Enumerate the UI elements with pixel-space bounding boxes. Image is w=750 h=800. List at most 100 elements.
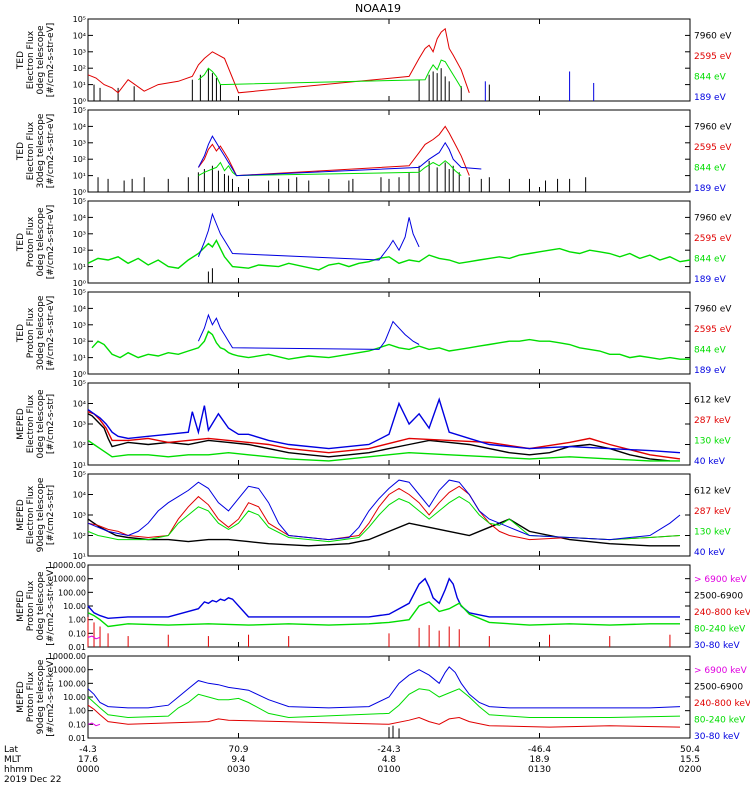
- y-tick-label: 0.10: [68, 629, 86, 638]
- figure-title: NOAA19: [355, 2, 401, 15]
- legend-entry: 2500-6900: [694, 683, 743, 693]
- y-tick-label: 10⁴: [73, 213, 86, 222]
- y-tick-label: 10²: [73, 155, 86, 164]
- legend-entry: 80-240 keV: [694, 715, 746, 725]
- series-line: [87, 397, 681, 454]
- legend-entry: 287 keV: [694, 416, 731, 426]
- y-axis-label: TEDElectron Flux0deg telescope[#/cm2-s-s…: [16, 23, 56, 98]
- legend-entry: > 6900 keV: [694, 666, 748, 676]
- plot-frame: [87, 18, 691, 102]
- y-axis-label: MEPEDElectron Flux90deg telescope[#/cm2-…: [16, 477, 56, 552]
- panel-8: 0.01 0.10 1.00 10.00 100.00 1000.00 10000.00ME…: [16, 652, 750, 743]
- y-tick-label: 10⁴: [73, 122, 86, 131]
- series-line: [87, 413, 670, 462]
- series-line: [87, 688, 681, 719]
- y-tick-label: 10²: [73, 246, 86, 255]
- footer-mlt-value: 15.5: [680, 755, 700, 765]
- y-tick-label: 10³: [73, 420, 86, 429]
- legend-entry: 30-80 keV: [694, 732, 740, 742]
- legend-entry: 7960 eV: [694, 31, 732, 41]
- footer-mlt-value: 18.9: [529, 755, 549, 765]
- y-tick-label: 10²: [73, 337, 86, 346]
- y-tick-label: 10⁰: [73, 97, 86, 106]
- series-line: [87, 496, 681, 543]
- legend-entry: 189 eV: [694, 93, 727, 103]
- footer-label-lat: Lat: [4, 745, 19, 755]
- legend-entry: 240-800 keV: [694, 699, 750, 709]
- series-line: [87, 601, 680, 628]
- legend-entry: 189 eV: [694, 184, 727, 194]
- footer-hhmm-value: 0130: [528, 765, 551, 775]
- legend-entry: 2595 eV: [694, 234, 732, 244]
- panel-4: 10⁰ 10¹ 10² 10³ 10⁴ 10⁵ TEDProton Flux30deg te…: [16, 288, 732, 379]
- series-line: [91, 330, 690, 360]
- footer-lat-value: -46.4: [528, 745, 552, 755]
- footer-mlt-value: 4.8: [382, 755, 397, 765]
- footer-mlt-value: 9.4: [231, 755, 246, 765]
- series-line: [87, 577, 680, 620]
- y-tick-label: 10³: [73, 511, 86, 520]
- series-line: [197, 125, 470, 177]
- series-line: [197, 313, 420, 350]
- y-tick-label: 10⁵: [73, 106, 86, 115]
- series-line: [87, 27, 470, 94]
- y-tick-label: 1.00: [68, 616, 86, 625]
- y-axis-label: TEDElectron Flux30deg telescope[#/cm2-s-…: [16, 113, 56, 188]
- y-tick-label: 10¹: [73, 263, 86, 272]
- y-tick-label: 100.00: [58, 588, 86, 597]
- plot-frame: [87, 382, 691, 466]
- y-tick-label: 10³: [73, 321, 86, 330]
- y-tick-label: 10⁵: [73, 197, 86, 206]
- y-tick-label: 10²: [73, 441, 86, 450]
- legend-entry: 40 keV: [694, 548, 726, 558]
- legend-entry: 240-800 keV: [694, 608, 750, 618]
- y-tick-label: 100.00: [58, 679, 86, 688]
- legend-entry: 2595 eV: [694, 325, 732, 335]
- legend-entry: 7960 eV: [694, 304, 732, 314]
- y-tick-label: 10⁴: [73, 491, 86, 500]
- footer-hhmm-value: 0030: [227, 765, 250, 775]
- legend-entry: 844 eV: [694, 254, 727, 264]
- y-tick-label: 10³: [73, 139, 86, 148]
- series-line: [87, 704, 681, 728]
- y-tick-label: 0.01: [68, 734, 86, 743]
- y-axis-label: MEPEDElectron Flux0deg telescope[#/cm2-s…: [16, 389, 56, 459]
- y-tick-label: 1.00: [68, 707, 86, 716]
- series-line: [198, 59, 462, 89]
- footer-lat-value: -24.3: [377, 745, 400, 755]
- y-tick-label: 10²: [73, 64, 86, 73]
- legend-entry: 844 eV: [694, 72, 727, 82]
- legend-entry: 2595 eV: [694, 143, 732, 153]
- panel-6: 10¹ 10² 10³ 10⁴ 10⁵ MEPEDElectron Flux90deg t…: [16, 470, 731, 561]
- legend-entry: 189 eV: [694, 366, 727, 376]
- series-line: [87, 518, 680, 547]
- y-tick-label: 10⁴: [73, 304, 86, 313]
- legend-entry: 612 keV: [694, 486, 731, 496]
- y-tick-label: 1000.00: [53, 666, 86, 675]
- series-line: [87, 485, 681, 541]
- legend-entry: 612 keV: [694, 395, 731, 405]
- panel-5: 10¹ 10² 10³ 10⁴ 10⁵ MEPEDElectron Flux0deg te…: [16, 379, 731, 470]
- footer-hhmm-value: 0200: [679, 765, 702, 775]
- panels-group: 10⁰ 10¹ 10² 10³ 10⁴ 10⁵ TEDElectron Flux0deg t…: [16, 15, 750, 743]
- legend-entry: 30-80 keV: [694, 641, 740, 651]
- y-tick-label: 10¹: [73, 461, 86, 470]
- y-tick-label: 0.10: [68, 720, 86, 729]
- footer-lat-value: 70.9: [228, 745, 248, 755]
- plot-frame: [87, 291, 691, 375]
- legend-entry: 40 keV: [694, 457, 726, 467]
- legend-entry: > 6900 keV: [694, 575, 748, 585]
- panel-2: 10⁰ 10¹ 10² 10³ 10⁴ 10⁵ TEDElectron Flux30deg …: [16, 106, 732, 197]
- series-line: [197, 212, 420, 261]
- panel-3: 10⁰ 10¹ 10² 10³ 10⁴ 10⁵ TEDProton Flux0deg tel…: [16, 197, 732, 288]
- plot-frame: [87, 200, 691, 284]
- y-tick-label: 10²: [73, 532, 86, 541]
- y-axis-label: TEDProton Flux30deg telescope[#/cm2-s-st…: [16, 295, 56, 370]
- legend-entry: 2595 eV: [694, 52, 732, 62]
- y-tick-label: 10¹: [73, 552, 86, 561]
- footer-label-hhmm: hhmm: [4, 765, 33, 775]
- y-tick-label: 10⁵: [73, 379, 86, 388]
- series-line: [87, 411, 681, 460]
- y-tick-label: 10¹: [73, 172, 86, 181]
